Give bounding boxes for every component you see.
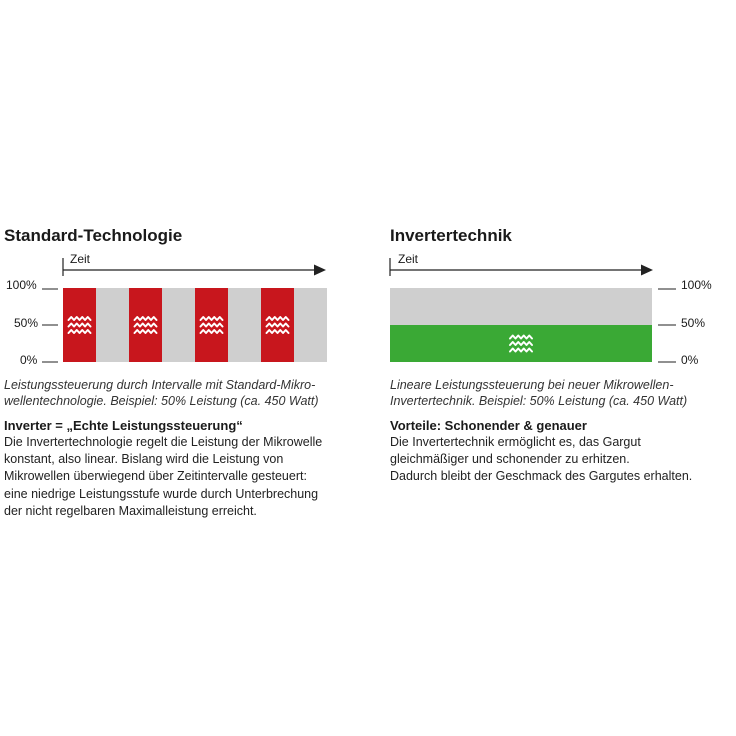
power-pulse-bar [63, 288, 96, 362]
left-body-line: Die Invertertechnologie regelt die Leist… [4, 435, 323, 449]
right-tick-100: 100% [681, 278, 712, 292]
right-subtitle: Vorteile: Schonender & genauer [390, 418, 587, 433]
right-tick-50: 50% [681, 316, 706, 330]
heat-wave-icon [265, 316, 290, 334]
right-level-fill [390, 325, 652, 362]
heat-wave-icon [199, 316, 224, 334]
right-body-line: gleichmäßiger und schonender zu erhitzen… [390, 452, 630, 467]
left-tick-0: 0% [20, 353, 38, 367]
left-body-line: eine niedrige Leistungsstufe wurde durch… [4, 486, 319, 501]
right-time-axis-arrow [641, 264, 653, 276]
power-pulse-bar [261, 288, 294, 362]
standard-technology-title: Standard-Technologie [4, 226, 183, 245]
left-time-axis-label: Zeit [70, 252, 91, 266]
right-body-line: Dadurch bleibt der Geschmack des Gargute… [390, 469, 693, 484]
left-time-axis-arrow [314, 264, 326, 276]
left-caption-line: Leistungssteuerung durch Intervalle mit … [4, 378, 316, 392]
left-body: Die Invertertechnologie regelt die Leist… [4, 434, 376, 520]
left-body-line: der nicht regelbaren Maximalleistung err… [4, 503, 257, 518]
left-tick-100: 100% [6, 278, 37, 292]
left-body-line: konstant, also linear. Bislang wird die … [4, 452, 284, 467]
right-caption-line: Lineare Leistungssteuerung bei neuer Mik… [390, 378, 674, 392]
heat-wave-icon [67, 316, 92, 334]
left-body-line: Mikrowellen überwiegend über Zeitinterva… [4, 469, 307, 484]
left-tick-50: 50% [14, 316, 39, 330]
right-tick-0: 0% [681, 353, 699, 367]
inverter-technology-title: Invertertechnik [390, 226, 512, 245]
power-pulse-bar [129, 288, 162, 362]
left-caption: Leistungssteuerung durch Intervalle mit … [4, 377, 364, 409]
heat-wave-icon [509, 334, 533, 353]
right-body: Die Invertertechnik ermöglicht es, das G… [390, 434, 734, 486]
heat-wave-icon [133, 316, 158, 334]
right-time-axis-label: Zeit [398, 252, 419, 266]
right-body-line: Die Invertertechnik ermöglicht es, das G… [390, 435, 641, 449]
right-caption: Lineare Leistungssteuerung bei neuer Mik… [390, 377, 730, 409]
left-subtitle: Inverter = „Echte Leistungssteuerung“ [4, 418, 243, 433]
left-caption-line: wellentechnologie. Beispiel: 50% Leistun… [4, 394, 319, 408]
power-pulse-bar [195, 288, 228, 362]
right-caption-line: Invertertechnik. Beispiel: 50% Leistung … [390, 394, 688, 408]
